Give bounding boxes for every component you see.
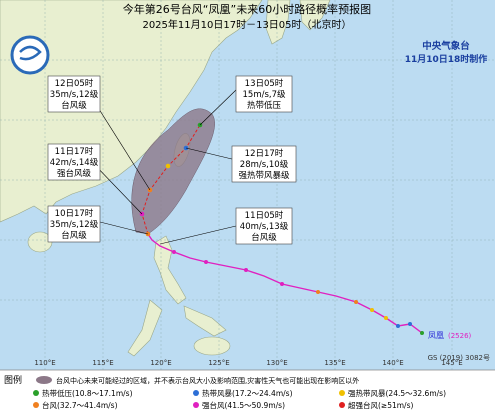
legend-title: 图例 — [4, 374, 22, 386]
issued-time: 11月10日18时制作 — [405, 53, 488, 65]
legend-swatch — [339, 402, 345, 408]
longitude-labels: 110°E 115°E 120°E 125°E 130°E 135°E 140°… — [34, 359, 462, 367]
lon-label: 115°E — [92, 359, 113, 367]
annotation-boxes — [47, 75, 297, 245]
annotation-wind: 35m/s,12级 — [50, 219, 99, 230]
forecast-track — [141, 124, 201, 235]
legend-swatch — [339, 390, 345, 396]
annotation-level: 台风级 — [61, 100, 87, 111]
annotations: 12日05时 35m/s,12级 台风级 11日17时 42m/s,14级 强台… — [50, 78, 290, 243]
legend-swatch — [193, 390, 199, 396]
lon-label: 120°E — [150, 359, 171, 367]
annotation-time: 13日05时 — [245, 78, 284, 89]
legend-items: 热带低压(10.8～17.1m/s) 热带风暴(17.2～24.4m/s) 强热带风… — [33, 388, 446, 410]
annotation-wind: 28m/s,10级 — [240, 159, 289, 170]
legend-label: 热带风暴(17.2～24.4m/s) — [202, 388, 293, 398]
legend-label: 台风(32.7～41.4m/s) — [42, 400, 118, 410]
leader-lines — [91, 89, 237, 245]
annotation-wind: 42m/s,14级 — [50, 157, 99, 168]
legend-swatch — [33, 390, 39, 396]
title: 今年第26号台风“凤凰”未来60小时路径概率预报图 — [123, 2, 371, 16]
annotation-level: 台风级 — [251, 232, 277, 243]
annotation-time: 11日17时 — [55, 146, 94, 157]
lon-label: 140°E — [382, 359, 403, 367]
legend-cone-swatch — [36, 376, 52, 384]
logo — [10, 35, 50, 75]
annotation-level: 强热带风暴级 — [238, 170, 290, 181]
annotation-level: 台风级 — [61, 230, 87, 241]
annotation-time: 11日05时 — [245, 210, 284, 221]
subtitle: 2025年11月10日17时－13日05时（北京时） — [142, 18, 351, 31]
annotation-wind: 15m/s,7级 — [243, 89, 286, 100]
legend-label: 超强台风(≥51m/s) — [348, 400, 413, 410]
lon-label: 135°E — [324, 359, 345, 367]
legend-cone-text: 台风中心未来可能经过的区域，并不表示台风大小及影响范围,灾害性天气也可能出现在影… — [56, 376, 359, 385]
legend-label: 热带低压(10.8～17.1m/s) — [42, 388, 133, 398]
legend-swatch — [33, 402, 39, 408]
annotation-time: 12日17时 — [245, 148, 284, 159]
agency: 中央气象台 — [422, 40, 470, 52]
credit: GS (2019) 3082号 — [428, 354, 490, 362]
annotation-level: 热带低压 — [247, 100, 282, 111]
legend-swatch — [193, 402, 199, 408]
annotation-wind: 35m/s,12级 — [50, 89, 99, 100]
lon-label: 130°E — [266, 359, 287, 367]
annotation-wind: 40m/s,13级 — [240, 221, 289, 232]
annotation-time: 10日17时 — [55, 208, 94, 219]
logo-mark — [19, 45, 42, 61]
storm-name: 凤凰 — [428, 331, 444, 340]
legend-label: 强台风(41.5～50.9m/s) — [202, 400, 285, 410]
annotation-time: 12日05时 — [55, 78, 94, 89]
lon-label: 125°E — [208, 359, 229, 367]
lon-label: 110°E — [34, 359, 55, 367]
storm-code: (2526) — [448, 332, 472, 340]
annotation-level: 强台风级 — [57, 168, 92, 179]
lon-label: 145°E — [441, 359, 462, 367]
legend-label: 强热带风暴(24.5～32.6m/s) — [348, 388, 446, 398]
probability-cone — [131, 108, 215, 235]
